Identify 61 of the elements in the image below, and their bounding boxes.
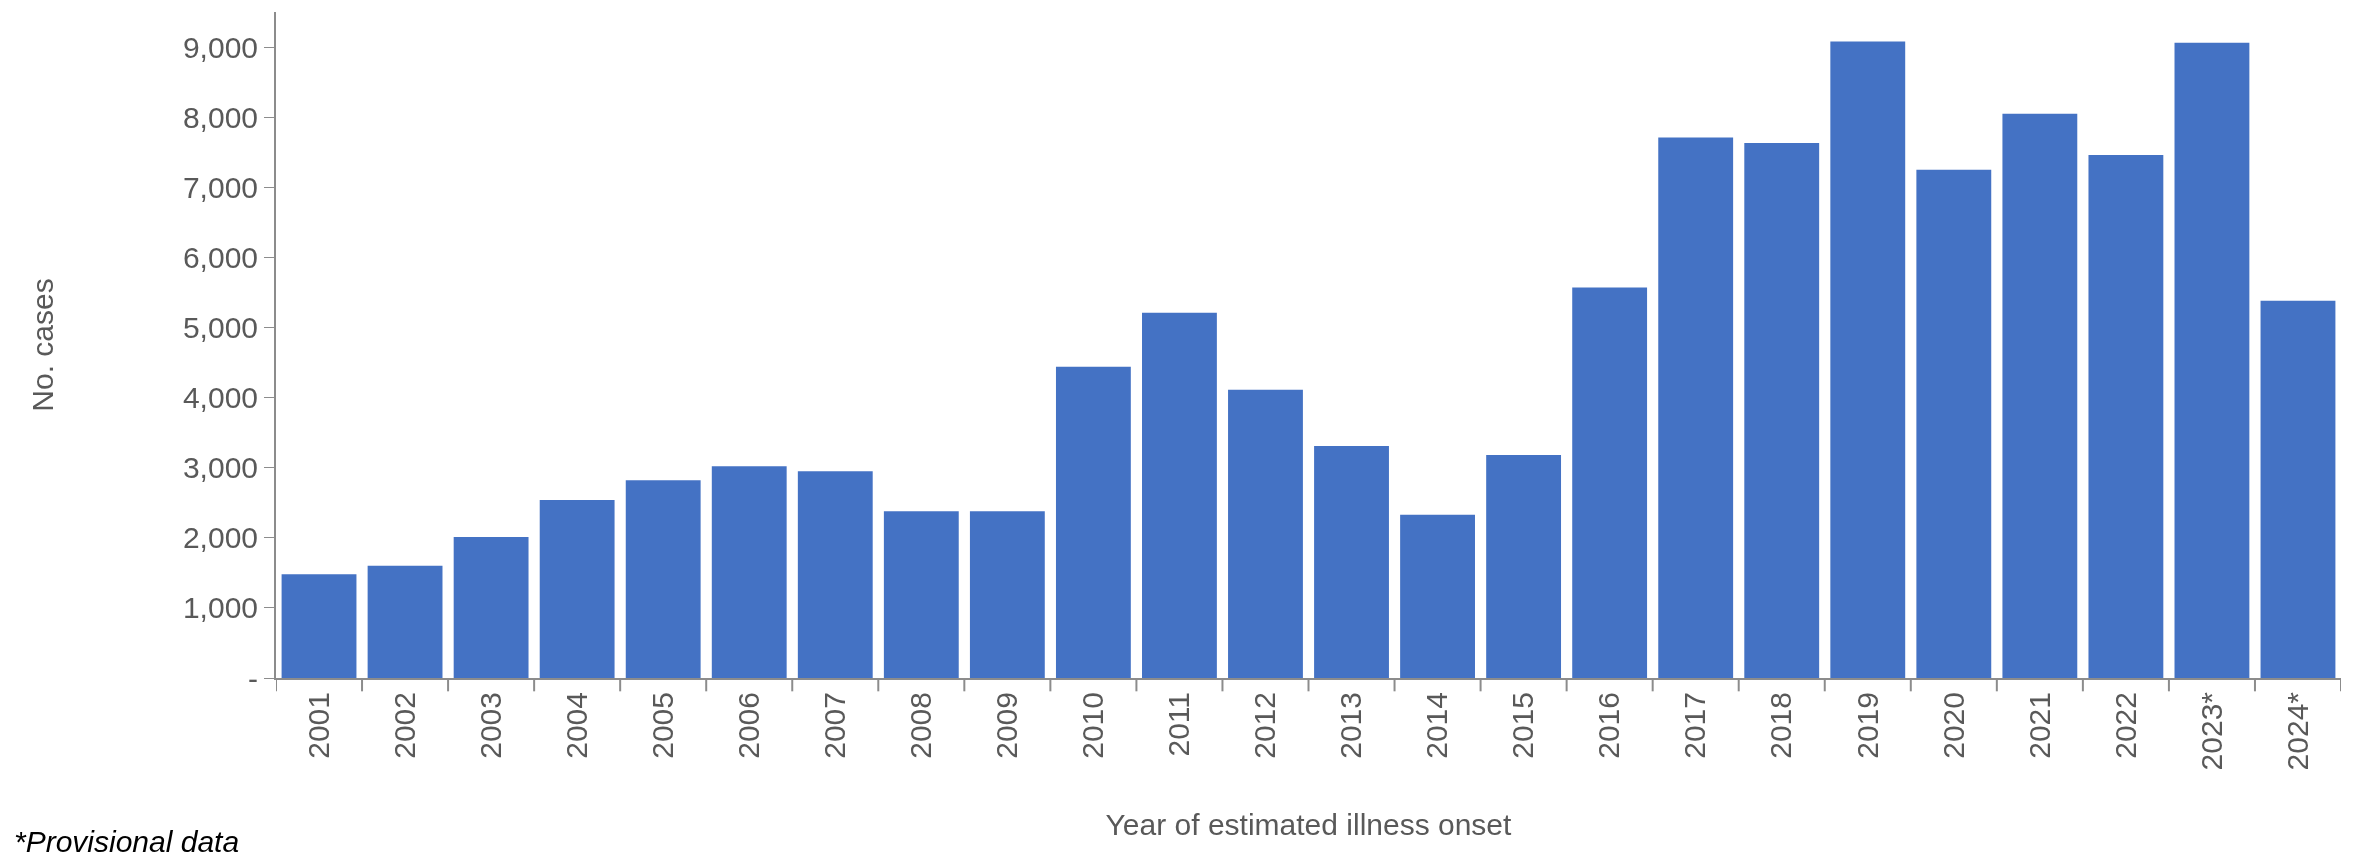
x-tick-label: 2016 [1592,692,1626,759]
x-tick-label: 2007 [818,692,852,759]
y-tick-label: 7,000 [182,170,258,204]
bar [2174,42,2250,678]
bar [367,565,443,678]
bar [1744,143,1820,678]
x-axis-title: Year of estimated illness onset [1105,808,1513,842]
x-tick-label: 2010 [1076,692,1110,759]
x-tick-label: 2013 [1334,692,1368,759]
y-axis-title: No. cases [26,278,60,412]
x-tick-label: 2005 [645,692,679,759]
x-tick-label: 2019 [1850,692,1884,759]
x-tick-label: 2012 [1248,692,1282,759]
y-tick-label: 8,000 [182,100,258,134]
bar [2088,155,2164,678]
x-tick-label: 2004 [559,692,593,759]
x-tick-label: 2009 [990,692,1024,759]
x-tick-label: 2022 [2108,692,2142,759]
bar [1314,445,1389,678]
x-tick-label: 2001 [301,692,335,759]
bar [1830,41,1906,678]
bar [1572,287,1648,678]
y-tick-label: - [248,661,258,695]
bar [1055,366,1131,678]
bar [2260,300,2336,678]
x-tick-label: 2024* [2280,691,2314,771]
y-tick-label: 3,000 [182,451,258,485]
y-tick-label: 5,000 [182,310,258,344]
y-tick-label: 9,000 [182,30,258,64]
x-tick-label: 2015 [1506,692,1540,759]
bar [539,499,615,678]
bar [625,480,701,678]
y-tick-label: 1,000 [182,591,258,625]
x-tick-label: 2002 [387,692,421,759]
bar [281,574,357,678]
x-tick-label: 2014 [1420,692,1454,759]
x-tick-label: 2020 [1936,692,1970,759]
bar [1916,169,1992,678]
x-tick-label: 2018 [1764,692,1798,759]
x-tick-label: 2023* [2194,691,2228,771]
x-tick-label: 2021 [2022,692,2056,759]
bar [969,511,1045,678]
x-tick-label: 2017 [1678,692,1712,759]
y-tick-label: 2,000 [182,521,258,555]
bar [1142,312,1217,678]
x-tick-label: 2006 [731,692,765,759]
y-tick-label: 6,000 [182,240,258,274]
bar [883,511,959,678]
bar [1486,455,1562,678]
x-tick-label: 2011 [1162,692,1196,757]
bar [1228,389,1303,678]
bar [1400,514,1475,678]
y-tick-label: 4,000 [182,381,258,415]
bar [453,537,529,678]
text: *Provisional data [14,825,240,858]
bar [711,466,787,678]
bar [797,471,873,678]
x-tick-label: 2003 [473,692,507,759]
bar [2002,113,2078,678]
x-tick-label: 2008 [904,692,938,759]
bar [1658,137,1734,678]
